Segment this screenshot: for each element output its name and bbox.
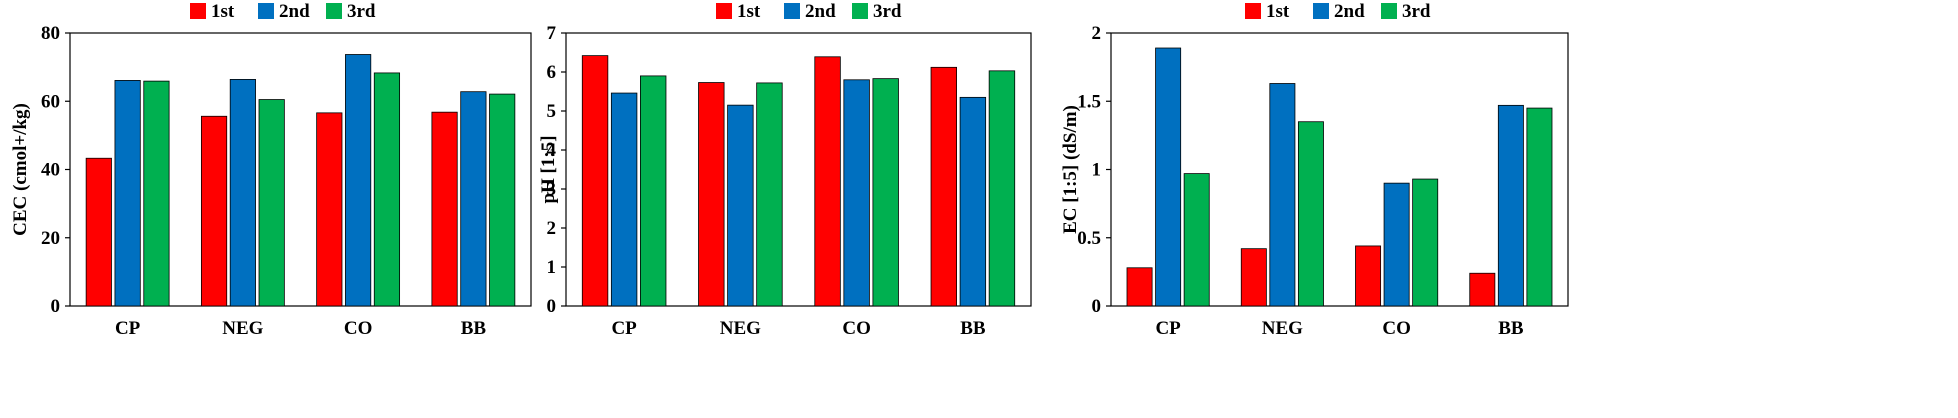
legend-label: 1st [211,1,235,22]
y-tick-label: 0 [51,296,61,317]
y-tick-label: 20 [41,228,60,249]
chart-panel-2: 0 1 2 3 4 5 6 7 pH [1:5] CP NEG CO BB 1st 2nd 3rd [538,1,1032,339]
bar-co-2nd [843,79,870,307]
x-category-label: BB [461,318,487,339]
bar-cp-3rd [143,80,170,307]
chart-panel-3: 0 0.5 1 1.5 2 EC [1:5] (dS/m) CP NEG CO BB 1st 2nd 3… [1060,1,1569,339]
bar-co-1st [316,112,343,307]
bar-cp-1st [581,55,609,307]
legend-label: 2nd [805,1,836,22]
legend-swatch-3rd [326,3,342,19]
bar-cp-3rd [1183,173,1210,307]
x-category-label: BB [1498,318,1524,339]
legend: 1st 2nd 3rd [1245,1,1431,22]
x-category-label: CP [115,318,141,339]
bar-bb-2nd [959,96,987,307]
bar-cp-1st [85,157,112,307]
bar-bb-1st [1469,272,1496,307]
bar-neg-1st [698,82,725,307]
plot-frame [565,32,1032,307]
bar-cp-2nd [114,80,141,307]
x-category-label: BB [960,318,986,339]
legend-swatch-1st [716,3,732,19]
legend-label: 2nd [1334,1,1365,22]
y-axis-label: pH [1:5] [538,135,559,203]
bar-neg-1st [1240,248,1267,307]
chart-panel-1: 0 20 40 60 80 CEC (cmol+/kg) CP NEG CO BB 1st 2nd 3r… [10,1,532,339]
legend-swatch-1st [1245,3,1261,19]
y-tick-label: 4 [547,140,557,161]
y-axis-label: CEC (cmol+/kg) [10,103,31,236]
bar-cp-2nd [1155,47,1182,307]
y-tick-label: 40 [41,160,60,181]
x-category-label: CP [1155,318,1181,339]
legend-swatch-1st [190,3,206,19]
legend-label: 3rd [347,1,376,22]
bar-co-2nd [1383,182,1410,307]
y-axis-label: EC [1:5] (dS/m) [1060,105,1081,234]
y-tick-label: 7 [547,23,557,44]
legend-swatch-3rd [852,3,868,19]
legend-label: 3rd [1402,1,1431,22]
y-tick-label: 0.5 [1077,228,1101,249]
x-category-label: NEG [720,318,761,339]
x-category-label: CO [344,318,373,339]
legend: 1st 2nd 3rd [190,1,376,22]
bar-neg-1st [200,115,228,307]
y-tick-label: 60 [41,91,60,112]
bar-bb-1st [930,66,958,307]
bar-co-3rd [373,72,401,307]
y-tick-label: 6 [547,62,557,83]
bar-bb-3rd [489,93,516,307]
bar-cp-2nd [610,92,638,307]
bar-co-2nd [345,54,372,307]
y-tick-label: 5 [547,101,557,122]
y-tick-label: 3 [547,179,557,200]
legend-swatch-2nd [784,3,800,19]
y-tick-label: 1 [547,257,557,278]
y-tick-label: 2 [1092,23,1102,44]
y-tick-label: 1.5 [1077,91,1101,112]
x-category-label: CO [1382,318,1411,339]
bar-neg-2nd [727,104,754,307]
legend-swatch-2nd [1313,3,1329,19]
bar-bb-1st [431,111,458,307]
legend: 1st 2nd 3rd [716,1,902,22]
bar-bb-2nd [1497,104,1524,307]
y-tick-label: 80 [41,23,60,44]
bar-cp-1st [1126,267,1153,307]
bar-neg-3rd [756,82,783,307]
bar-co-1st [1355,245,1382,307]
legend-label: 1st [1266,1,1290,22]
legend-label: 3rd [873,1,902,22]
bar-neg-2nd [1269,83,1296,307]
x-category-label: CO [842,318,871,339]
bar-neg-2nd [229,79,256,307]
y-tick-label: 0 [1092,296,1102,317]
bar-neg-3rd [1297,121,1324,307]
y-tick-label: 0 [547,296,557,317]
x-category-label: NEG [222,318,263,339]
x-category-label: NEG [1262,318,1303,339]
bar-bb-3rd [1526,107,1553,307]
legend-swatch-3rd [1381,3,1397,19]
bar-neg-3rd [258,99,285,307]
bar-bb-2nd [460,91,487,307]
legend-label: 1st [737,1,761,22]
bar-bb-3rd [988,70,1016,307]
bar-co-1st [814,56,841,307]
bar-cp-3rd [640,75,667,307]
bar-co-3rd [1412,178,1439,307]
legend-label: 2nd [279,1,310,22]
legend-swatch-2nd [258,3,274,19]
bar-co-3rd [872,78,899,307]
y-tick-label: 2 [547,218,557,239]
x-category-label: CP [611,318,637,339]
y-tick-label: 1 [1092,160,1102,181]
